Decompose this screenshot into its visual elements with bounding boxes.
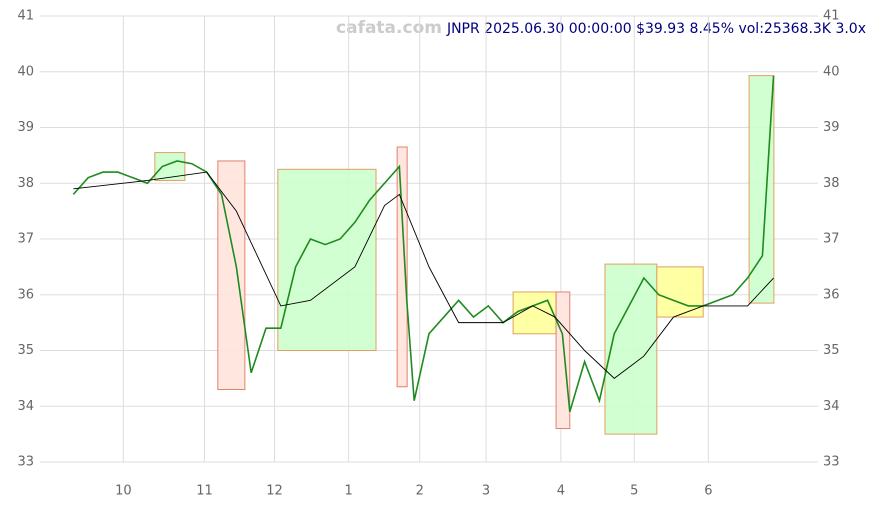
y-tick-label-right: 40 xyxy=(823,64,840,79)
x-tick-label: 2 xyxy=(416,484,424,499)
series-line xyxy=(73,171,774,379)
watermark: cafata.com xyxy=(336,18,442,38)
zone-box xyxy=(748,75,775,304)
zone-box xyxy=(396,146,408,388)
x-tick-label: 6 xyxy=(704,484,712,499)
series-line xyxy=(72,75,775,413)
zone-box xyxy=(277,168,377,351)
x-tick-label: 4 xyxy=(557,484,565,499)
x-tick-label: 10 xyxy=(115,484,132,499)
y-tick-label: 34 xyxy=(17,399,34,414)
y-tick-label-right: 34 xyxy=(823,399,840,414)
y-tick-label-right: 37 xyxy=(823,232,840,247)
y-tick-label: 39 xyxy=(17,120,34,135)
y-tick-label: 37 xyxy=(17,232,34,247)
chart-title: JNPR 2025.06.30 00:00:00 $39.93 8.45% vo… xyxy=(446,21,866,37)
x-tick-label: 5 xyxy=(630,484,638,499)
y-tick-label: 33 xyxy=(17,455,34,470)
y-tick-label: 40 xyxy=(17,64,34,79)
zone-box xyxy=(656,266,704,318)
zone-box xyxy=(604,263,658,435)
y-tick-label: 35 xyxy=(17,343,34,358)
y-tick-label: 36 xyxy=(17,287,34,302)
x-tick-label: 1 xyxy=(344,484,352,499)
y-tick-label: 38 xyxy=(17,176,34,191)
x-tick-label: 11 xyxy=(196,484,213,499)
zone-box xyxy=(154,152,186,181)
y-tick-label-right: 38 xyxy=(823,176,840,191)
y-tick-label-right: 39 xyxy=(823,120,840,135)
x-tick-label: 3 xyxy=(482,484,490,499)
zone-box xyxy=(555,291,571,430)
y-tick-label: 41 xyxy=(17,9,34,24)
x-tick-label: 12 xyxy=(266,484,283,499)
y-tick-label-right: 35 xyxy=(823,343,840,358)
y-tick-label-right: 41 xyxy=(823,9,840,24)
y-tick-label-right: 33 xyxy=(823,455,840,470)
y-tick-label-right: 36 xyxy=(823,287,840,302)
